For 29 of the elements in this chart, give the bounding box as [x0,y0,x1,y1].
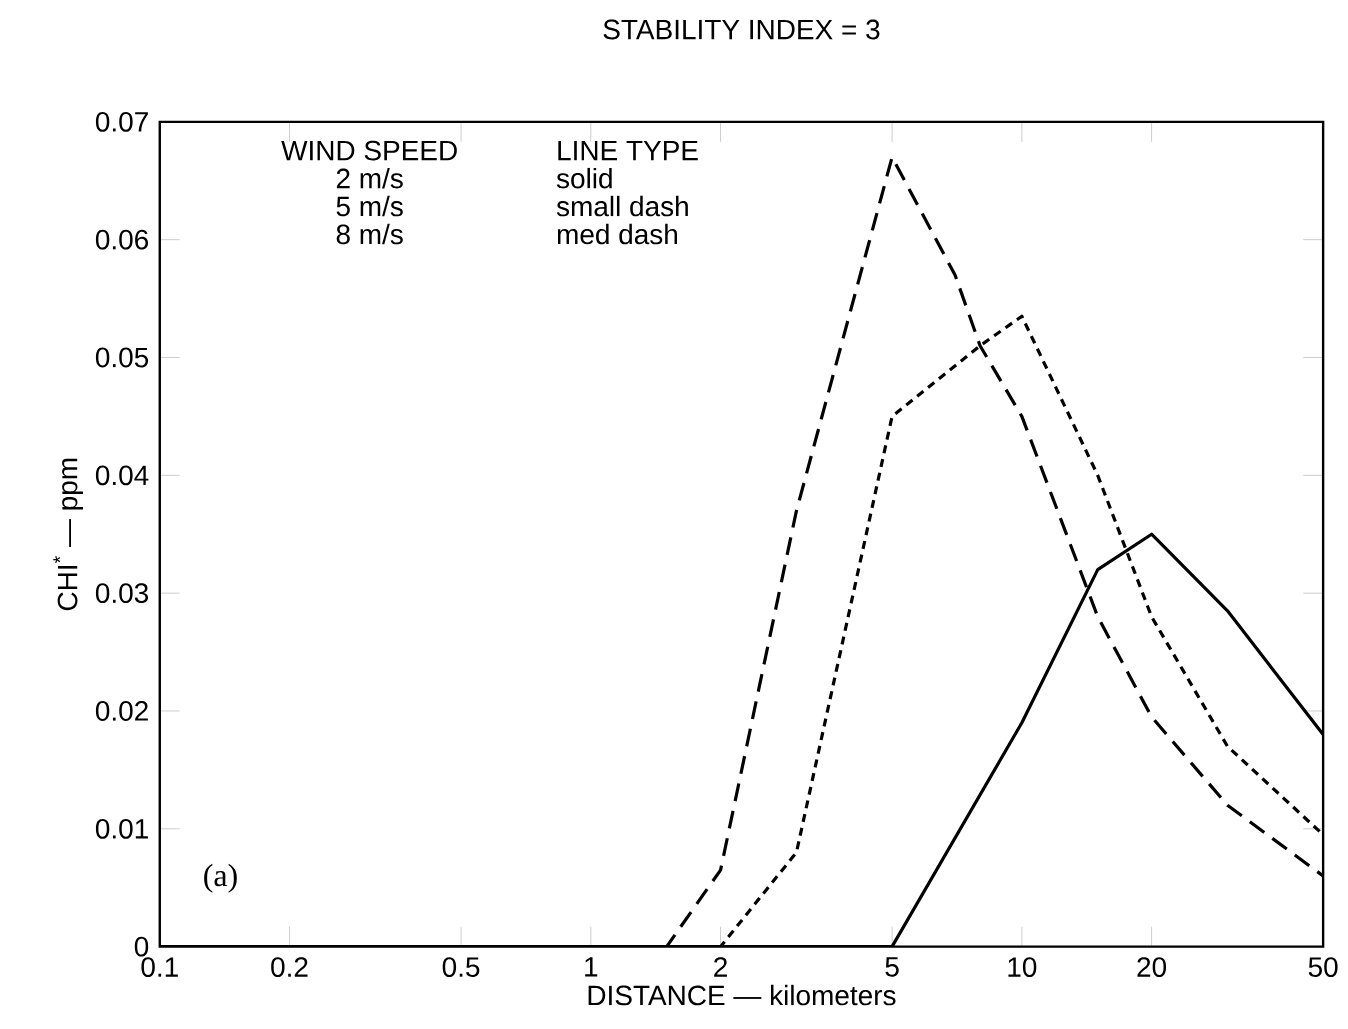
annotation: WIND SPEED [281,140,457,161]
x-tick-label: 0.5 [442,957,480,978]
annotation: small dash [556,196,688,217]
annotation: LINE TYPE [558,141,698,161]
x-tick-label: 5 [885,957,899,977]
y-tick-label: 0.03 [95,583,149,604]
annotation: (a) [204,864,237,894]
x-tick-label: 2 [714,957,727,977]
x-tick-label: 50 [1308,957,1338,978]
x-tick-label: 1 [585,957,598,977]
annotation: 5 m/s [336,196,403,217]
y-tick-label: 0.05 [95,347,149,368]
annotation: solid [556,168,612,189]
x-tick-label: 0.1 [141,957,178,978]
y-tick-label: 0.06 [95,229,149,250]
annotation: 2 m/s [336,168,403,189]
x-tick-label: 0.2 [271,957,308,978]
y-tick-label: 0.02 [95,701,148,722]
y-tick-label: 0.07 [95,112,148,132]
x-axis-title: DISTANCE — kilometers [588,985,896,1006]
y-tick-label: 0.04 [95,465,149,486]
x-tick-label: 10 [1008,957,1037,978]
chart-title: STABILITY INDEX = 3 [603,19,880,40]
annotation: med dash [557,223,678,245]
y-tick-label: 0 [134,936,149,957]
y-tick-label: 0.01 [95,819,148,839]
annotation: 8 m/s [336,223,403,245]
x-tick-label: 20 [1137,957,1167,978]
y-axis-title: CHI$^{*}$ — ppm [53,459,83,611]
